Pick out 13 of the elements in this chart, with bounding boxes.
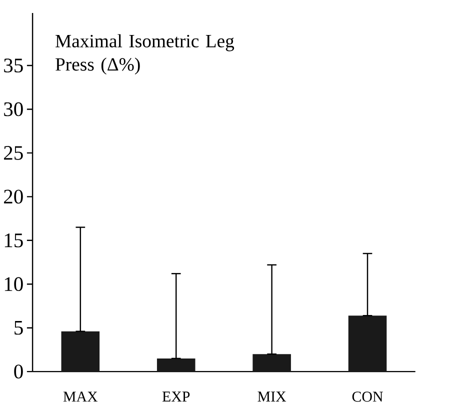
y-tick-label: 5: [14, 321, 23, 335]
y-tick-label: 20: [4, 190, 23, 204]
x-tick-label: MIX: [258, 392, 286, 402]
y-tick-label: 15: [4, 234, 23, 248]
x-tick-label: MAX: [63, 392, 98, 402]
x-tick-label: CON: [352, 392, 383, 402]
y-tick-label: 0: [14, 364, 23, 379]
y-tick-label: 10: [4, 277, 23, 292]
y-tick-label: 25: [4, 146, 23, 160]
y-tick-label: 35: [4, 58, 23, 72]
x-tick-label: EXP: [162, 392, 190, 402]
y-tick-label: 30: [4, 102, 23, 116]
text: Maximal Isometric Leg Press (Δ%): [56, 34, 234, 75]
